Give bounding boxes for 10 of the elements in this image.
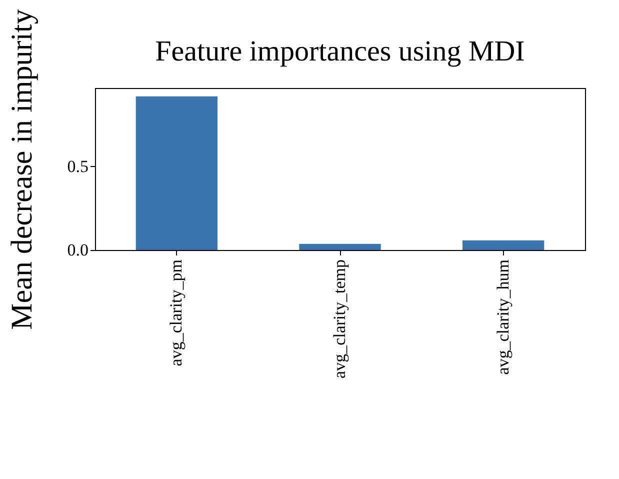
x-tick-label: avg_clarity_hum: [493, 260, 512, 375]
bar: [136, 96, 218, 250]
y-tick-label: 0.0: [67, 240, 88, 260]
bar: [462, 240, 544, 250]
chart-title: Feature importances using MDI: [155, 36, 525, 68]
x-tick-label: avg_clarity_pm: [166, 260, 186, 366]
x-tick-label: avg_clarity_temp: [330, 260, 349, 378]
bar: [299, 244, 381, 250]
y-axis-title: Mean decrease in impurity: [5, 9, 38, 330]
y-tick-label: 0.5: [67, 156, 88, 176]
